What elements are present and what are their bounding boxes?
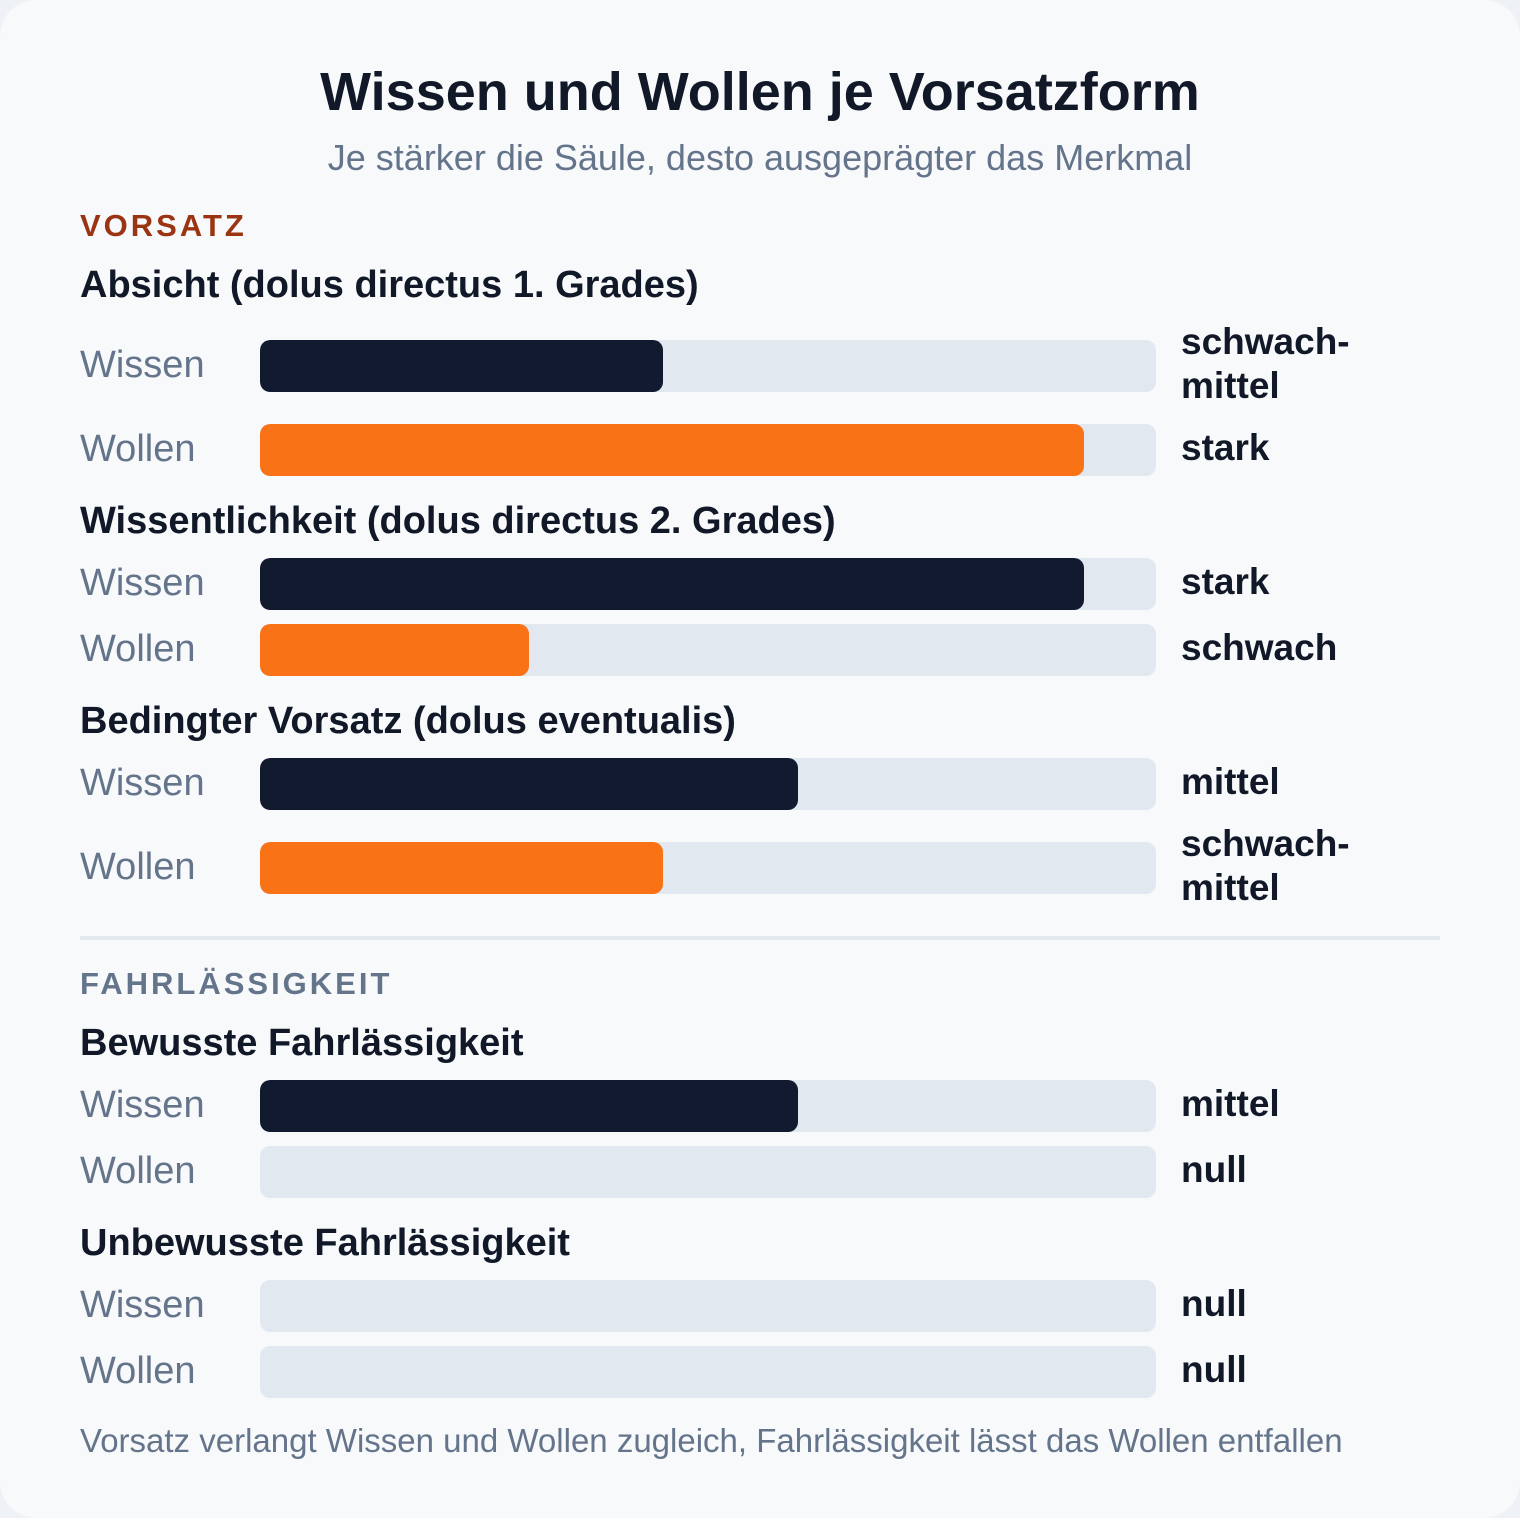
row-label-wollen: Wollen [80,1150,196,1192]
row-label-wollen: Wollen [80,1350,196,1392]
section-divider [80,936,1440,940]
row-label-wissen: Wissen [80,1284,205,1326]
group-title-bedingter-vorsatz: Bedingter Vorsatz (dolus eventualis) [80,700,736,742]
group-title-absicht: Absicht (dolus directus 1. Grades) [80,264,699,306]
value-label-absicht-wissen: schwach-mittel [1181,321,1350,406]
row-label-wollen: Wollen [80,628,196,670]
chart-subtitle: Je stärker die Säule, desto ausgeprägter… [327,137,1193,178]
value-label-absicht-wollen: stark [1181,427,1270,468]
row-label-wollen: Wollen [80,846,196,888]
bar-wissentlichkeit-wissen [260,558,1084,610]
bar-track [260,758,1156,810]
value-label-wissentlichkeit-wollen: schwach [1181,627,1338,668]
bar-track [260,424,1156,476]
row-label-wissen: Wissen [80,562,205,604]
bar-track [260,1346,1156,1398]
group-title-unbewusste-fahrlaessigkeit: Unbewusste Fahrlässigkeit [80,1222,570,1264]
bar-track [260,624,1156,676]
row-label-wollen: Wollen [80,428,196,470]
section-label-fahrlaessigkeit: FAHRLÄSSIGKEIT [80,966,393,1001]
value-label-eventualis-wollen: schwach-mittel [1181,823,1350,908]
bar-wissentlichkeit-wollen [260,624,529,676]
bar-track [260,1146,1156,1198]
value-label-bewusst-wollen: null [1181,1149,1247,1190]
bar-track [260,1280,1156,1332]
bar-eventualis-wissen [260,758,798,810]
bar-track [260,558,1156,610]
chart-title: Wissen und Wollen je Vorsatzform [320,62,1200,122]
value-label-wissentlichkeit-wissen: stark [1181,561,1270,602]
row-label-wissen: Wissen [80,1084,205,1126]
row-label-wissen: Wissen [80,762,205,804]
bar-track [260,842,1156,894]
bar-absicht-wollen [260,424,1084,476]
bar-track [260,340,1156,392]
value-label-eventualis-wissen: mittel [1181,761,1280,802]
group-title-bewusste-fahrlaessigkeit: Bewusste Fahrlässigkeit [80,1022,524,1064]
value-label-bewusst-wissen: mittel [1181,1083,1280,1124]
group-title-wissentlichkeit: Wissentlichkeit (dolus directus 2. Grade… [80,500,836,542]
section-label-vorsatz: VORSATZ [80,208,247,243]
row-label-wissen: Wissen [80,344,205,386]
value-label-unbewusst-wollen: null [1181,1349,1247,1390]
bar-track [260,1080,1156,1132]
value-label-unbewusst-wissen: null [1181,1283,1247,1324]
bar-eventualis-wollen [260,842,663,894]
bar-absicht-wissen [260,340,663,392]
chart-footnote: Vorsatz verlangt Wissen und Wollen zugle… [80,1422,1343,1459]
bar-bewusst-wissen [260,1080,798,1132]
